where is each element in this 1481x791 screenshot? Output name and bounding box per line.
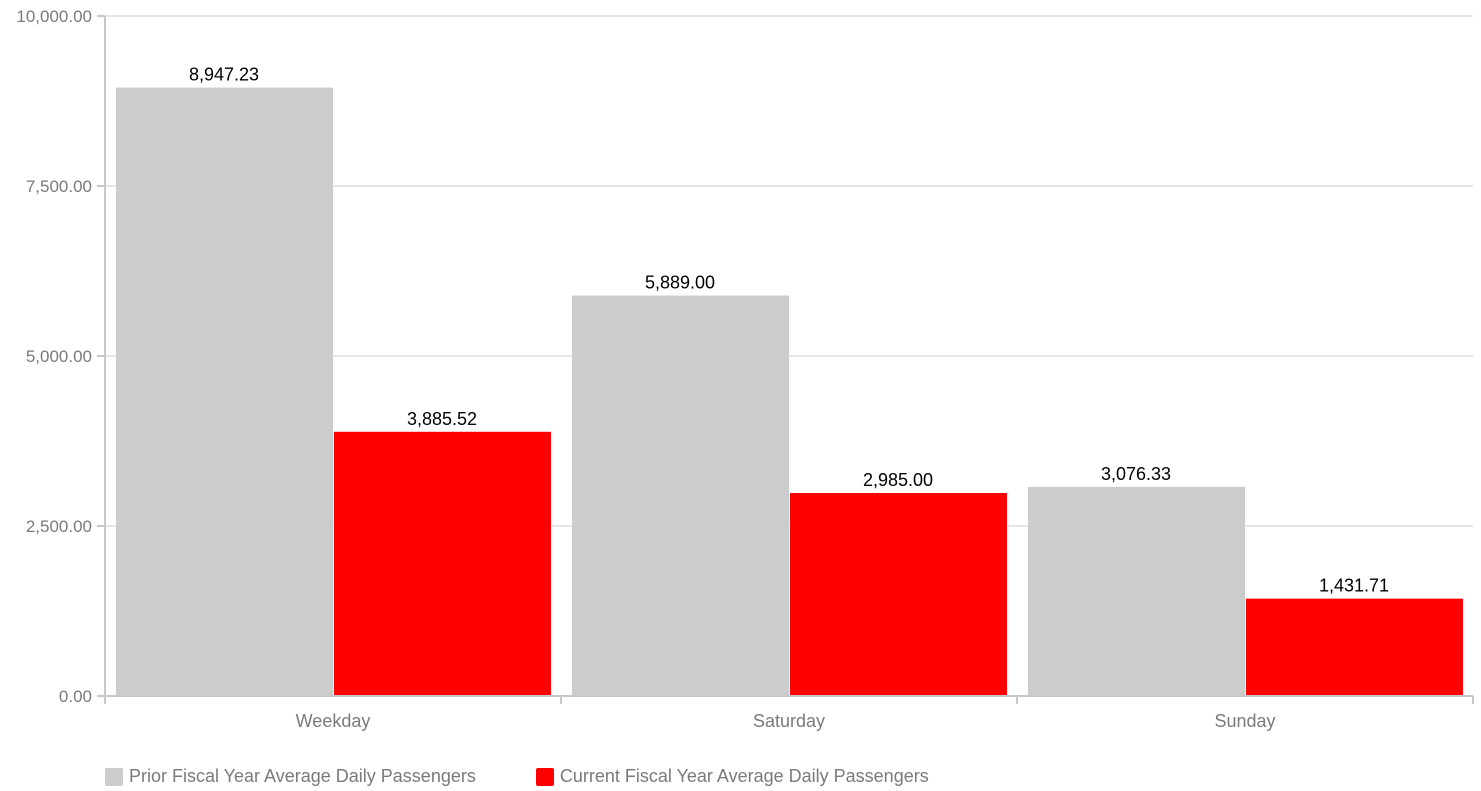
x-category-label: Weekday: [296, 711, 371, 731]
bar-chart: 0.00 2,500.00 5,000.00 7,500.00 10,000.00 8,…: [16, 7, 1474, 731]
data-label: 3,885.52: [407, 409, 477, 429]
legend-item-prior[interactable]: Prior Fiscal Year Average Daily Passenge…: [105, 766, 476, 787]
bar-saturday-series-1: [572, 295, 789, 696]
data-label: 2,985.00: [863, 470, 933, 490]
y-axis-tick-labels: 0.00 2,500.00 5,000.00 7,500.00 10,000.00: [16, 7, 92, 706]
x-category-label: Saturday: [753, 711, 825, 731]
legend-swatch-prior: [105, 767, 123, 786]
bar-sunday-series-1: [1028, 486, 1245, 696]
y-tick-label: 2,500.00: [26, 517, 92, 536]
x-axis-category-labels: Weekday Saturday Sunday: [296, 711, 1276, 731]
legend-label-prior: Prior Fiscal Year Average Daily Passenge…: [129, 766, 476, 786]
y-tick-label: 7,500.00: [26, 177, 92, 196]
y-tick-label: 10,000.00: [16, 7, 92, 26]
bar-sunday-series-2: [1246, 598, 1463, 696]
bar-weekday-series-2: [334, 431, 551, 696]
bar-saturday-series-2: [790, 493, 1007, 696]
legend-label-current: Current Fiscal Year Average Daily Passen…: [559, 766, 929, 786]
y-tick-label: 0.00: [59, 687, 92, 706]
legend-swatch-current: [535, 767, 554, 786]
y-tick-label: 5,000.00: [26, 347, 92, 366]
data-labels: 8,947.23 3,885.52 5,889.00 2,985.00 3,076.33…: [189, 65, 1389, 596]
legend: Prior Fiscal Year Average Daily Passenge…: [105, 766, 989, 787]
legend-item-current[interactable]: Current Fiscal Year Average Daily Passen…: [535, 766, 929, 787]
axes: [97, 15, 1474, 704]
bars: [116, 87, 1463, 696]
data-label: 1,431.71: [1319, 576, 1389, 596]
data-label: 8,947.23: [189, 65, 259, 85]
data-label: 5,889.00: [645, 273, 715, 293]
bar-weekday-series-1: [116, 87, 333, 696]
data-label: 3,076.33: [1101, 464, 1171, 484]
x-category-label: Sunday: [1214, 711, 1275, 731]
